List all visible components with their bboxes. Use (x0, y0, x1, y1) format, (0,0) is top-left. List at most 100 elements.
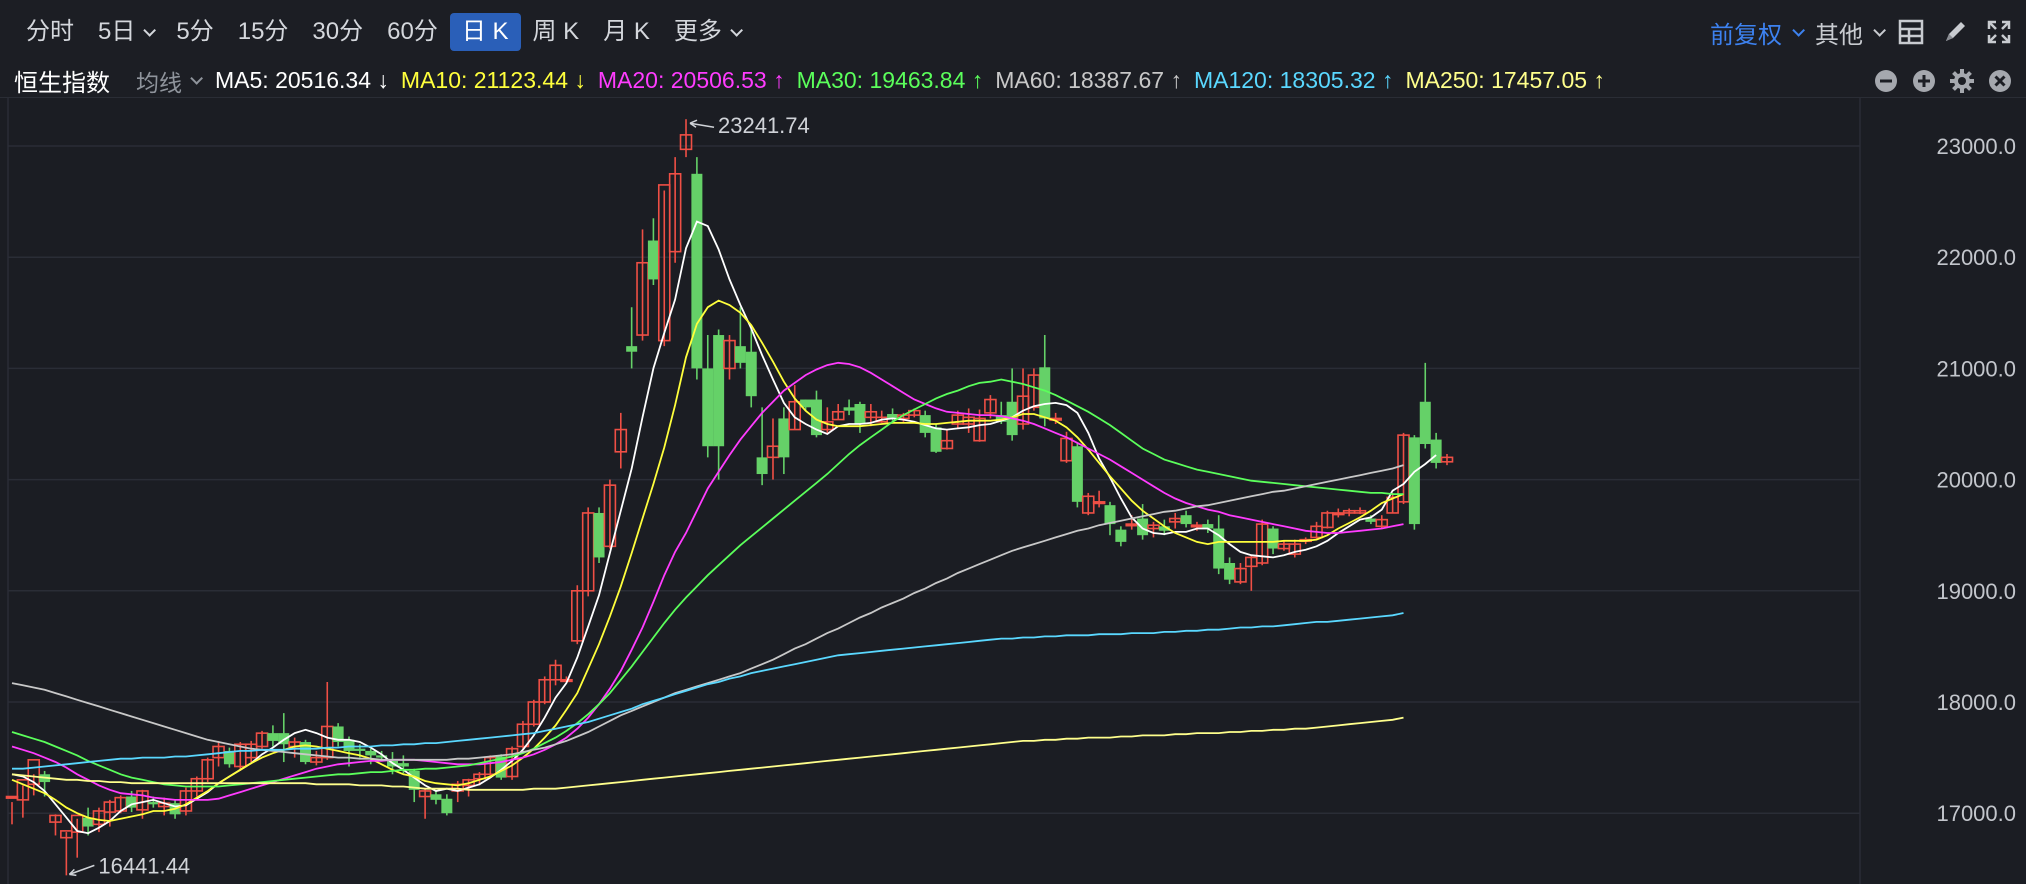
candle-body (1408, 437, 1420, 525)
candle-body (1234, 567, 1247, 583)
arrow-icon (68, 868, 77, 877)
chevron-down-icon (1873, 23, 1886, 37)
candle-body (278, 733, 290, 745)
period-tab[interactable]: 30分 (300, 13, 375, 51)
candle-body (430, 794, 442, 800)
candle-body (92, 810, 106, 826)
candle-body (1190, 524, 1204, 528)
minus-icon[interactable] (1872, 67, 1900, 95)
candle-body (147, 802, 159, 805)
candle-body (745, 351, 757, 397)
candle-body (549, 664, 562, 681)
candle-body (365, 750, 377, 756)
period-tab[interactable]: 月 K (591, 13, 662, 51)
layout-grid-icon[interactable] (1896, 17, 1926, 47)
period-tab-label: 更多 (673, 18, 722, 45)
period-tab[interactable]: 更多 (662, 13, 751, 51)
candle-body (713, 335, 725, 447)
candles (5, 119, 1454, 876)
candle-body (1039, 367, 1051, 419)
other-dropdown[interactable]: 其他 (1815, 15, 1886, 50)
period-tab-label: 15分 (237, 18, 289, 45)
other-label: 其他 (1815, 21, 1863, 49)
candle-body (854, 403, 866, 424)
candle-body (462, 779, 475, 787)
candle-body (1081, 495, 1095, 514)
period-tab-label: 日 K (461, 18, 509, 45)
candle-body (800, 399, 812, 408)
close-icon[interactable] (1986, 67, 2014, 95)
index-name: 恒生指数 (14, 70, 110, 97)
y-tick-label: 21000.0 (1936, 356, 2016, 381)
period-tab-label: 5日 (98, 18, 136, 45)
y-tick-label: 19000.0 (1936, 579, 2016, 604)
candle-body (626, 346, 638, 352)
y-axis-labels: 23000.0 22000.0 21000.0 20000.0 19000.0 18000… (1936, 134, 2016, 826)
price-adjust-dropdown[interactable]: 前复权 (1710, 15, 1805, 50)
chevron-down-icon (1792, 23, 1805, 37)
chevron-down-icon (730, 23, 743, 37)
candle-body (1353, 509, 1367, 514)
ma-value-ma60: MA60: 18387.67 ↑ (995, 67, 1182, 93)
candle-body (1125, 523, 1139, 527)
candle-body (49, 814, 62, 823)
period-tab[interactable]: 15分 (226, 13, 301, 51)
candle-body (1202, 524, 1214, 529)
candle-body (679, 134, 693, 151)
indicator-dropdown[interactable]: 均线 (136, 64, 203, 98)
period-tab[interactable]: 日 K (449, 13, 521, 51)
period-tab[interactable]: 5日 (86, 13, 164, 51)
candle-body (441, 798, 453, 814)
candle-body (1386, 496, 1399, 514)
candle-body (343, 739, 355, 751)
period-tab[interactable]: 60分 (375, 13, 450, 51)
candle-body (418, 790, 432, 798)
pen-draw-icon[interactable] (1940, 17, 1970, 47)
settings-icon[interactable] (1948, 67, 1976, 95)
period-tab[interactable]: 周 K (521, 13, 592, 51)
candle-body (1092, 501, 1106, 505)
candle-body (864, 410, 878, 419)
period-tabs: 分时 5日 5分 15分 30分 60分日 K 周 K 月 K 更多 (0, 0, 751, 64)
plus-icon[interactable] (1910, 67, 1938, 95)
low-label: 16441.44 (98, 853, 190, 878)
y-tick-label: 18000.0 (1936, 690, 2016, 715)
candle-body (973, 417, 986, 442)
period-tab[interactable]: 分时 (14, 13, 86, 51)
candle-body (1213, 528, 1225, 569)
candle-body (1375, 518, 1389, 528)
annotations: 23241.74 16441.44 (68, 113, 810, 878)
candle-body (810, 399, 822, 436)
candle-body (647, 240, 659, 280)
candle-body (668, 173, 682, 253)
candle-body (397, 763, 409, 767)
candle-body (495, 756, 507, 778)
candlestick-chart[interactable]: 23000.0 22000.0 21000.0 20000.0 19000.0 18000… (0, 98, 2026, 884)
candle-body (1430, 439, 1442, 463)
candle-body (1115, 529, 1127, 542)
ma-line-ma10 (11, 299, 1404, 822)
fullscreen-icon[interactable] (1984, 17, 2014, 47)
ma-value-ma30: MA30: 19463.84 ↑ (796, 67, 984, 93)
candle-body (593, 512, 605, 558)
candle-body (1365, 518, 1377, 522)
chevron-down-icon (190, 72, 203, 85)
period-tab-label: 周 K (532, 18, 580, 45)
candle-body (223, 750, 235, 765)
candle-body (473, 773, 486, 780)
period-tab[interactable]: 5分 (164, 13, 225, 51)
chevron-down-icon (143, 23, 157, 37)
candle-body (1331, 512, 1345, 516)
ma-line-ma250 (11, 716, 1404, 791)
indicator-controls (1872, 67, 2026, 95)
period-tab-label: 30分 (312, 18, 364, 45)
candle-body (702, 368, 714, 447)
candle-body (60, 830, 73, 839)
period-tab-label: 5分 (176, 18, 214, 45)
candle-body (1071, 446, 1083, 502)
period-toolbar: 分时 5日 5分 15分 30分 60分日 K 周 K 月 K 更多 前复权 其他 (0, 0, 2026, 64)
candle-body (310, 756, 323, 763)
candle-body (1440, 456, 1454, 463)
candle-body (788, 400, 802, 431)
ma-value-ma10: MA10: 21123.44 ↓ (400, 67, 586, 93)
